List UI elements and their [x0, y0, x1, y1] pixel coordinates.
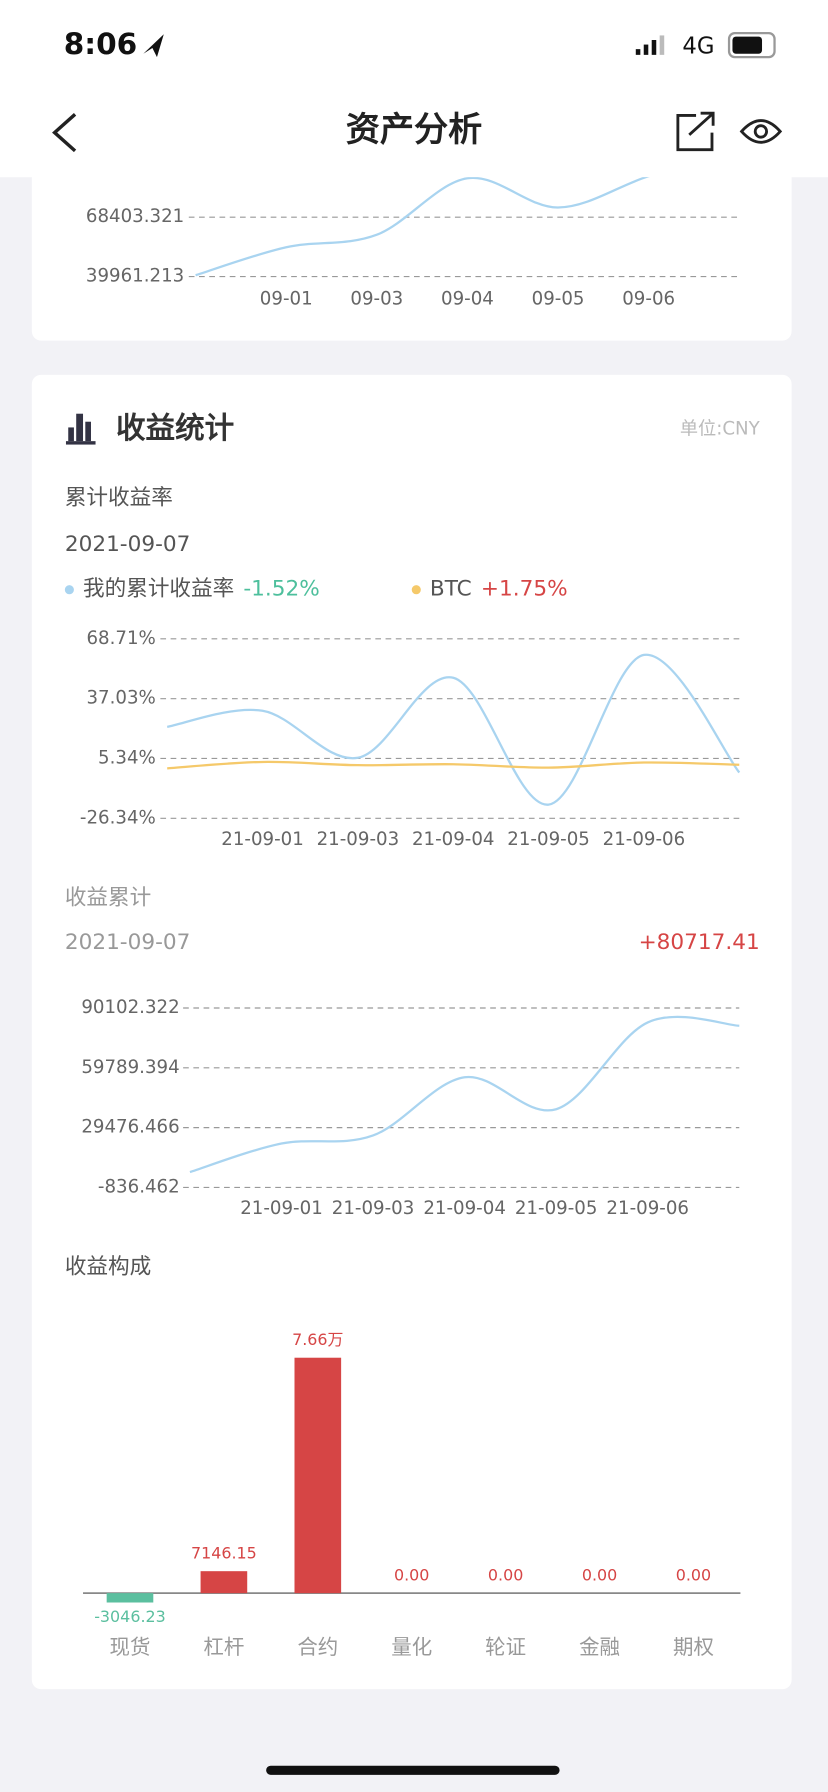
status-time: 8:06: [64, 26, 138, 61]
bar: [200, 1571, 248, 1594]
legend-dot: [64, 585, 74, 595]
bar-value-label: 7.66万: [292, 1330, 343, 1349]
rate-title: 累计收益率: [65, 485, 173, 510]
bar-value-label: 0.00: [676, 1565, 711, 1584]
x-tick-label: 21-09-01: [240, 1198, 323, 1219]
line-series: [189, 1015, 740, 1174]
header-bg: [0, 0, 828, 178]
legend-value: +1.75%: [481, 577, 568, 602]
battery: [727, 31, 776, 59]
x-tick-label: 杠杆: [203, 1635, 244, 1659]
location-icon: [143, 34, 164, 58]
x-tick-label: 轮证: [485, 1635, 526, 1659]
y-tick-label: 29476.466: [81, 1117, 179, 1138]
share-button[interactable]: [676, 111, 715, 152]
x-tick-label: 21-09-03: [317, 829, 400, 850]
chart-icon: [65, 413, 96, 445]
y-tick-label: 5.34%: [98, 747, 156, 768]
cum-title: 收益累计: [65, 885, 151, 910]
cum-date: 2021-09-07: [65, 930, 191, 955]
x-tick-label: 期权: [673, 1635, 714, 1659]
income-card: [31, 374, 792, 1690]
x-tick-label: 金融: [579, 1635, 620, 1659]
line-series: [166, 653, 741, 806]
y-tick-label: -836.462: [98, 1176, 180, 1197]
bar-value-label: -3046.23: [94, 1607, 166, 1626]
unit-label: 单位:CNY: [680, 419, 761, 440]
page-title: 资产分析: [346, 110, 482, 150]
status-network: 4G: [682, 33, 714, 59]
x-tick-label: 合约: [297, 1635, 338, 1659]
bar-value-label: 0.00: [582, 1565, 617, 1584]
line-series: [195, 177, 650, 277]
bar-value-label: 0.00: [488, 1565, 523, 1584]
x-tick-label: 21-09-01: [221, 829, 304, 850]
y-tick-label: 59789.394: [81, 1057, 179, 1078]
header-cover: [0, 160, 828, 178]
x-tick-label: 09-06: [622, 288, 675, 309]
x-tick-label: 现货: [110, 1635, 151, 1659]
cum-total: +80717.41: [639, 930, 760, 955]
y-tick-label: -26.34%: [80, 807, 156, 828]
bar-title: 收益构成: [65, 1254, 151, 1279]
legend-value: -1.52%: [243, 577, 319, 602]
x-tick-label: 21-09-06: [603, 829, 686, 850]
x-tick-label: 09-04: [441, 288, 494, 309]
legend-name: BTC: [430, 577, 472, 602]
y-tick-label: 39961.213: [86, 266, 184, 287]
legend-text: BTC +1.75%: [430, 577, 568, 602]
x-tick-label: 量化: [391, 1635, 432, 1659]
home-indicator: [266, 1765, 560, 1775]
x-tick-label: 09-01: [260, 288, 313, 309]
bar-value-label: 0.00: [394, 1565, 429, 1584]
x-tick-label: 21-09-03: [332, 1198, 415, 1219]
bar: [106, 1593, 154, 1603]
y-tick-label: 90102.322: [81, 997, 179, 1018]
x-tick-label: 09-05: [532, 288, 585, 309]
battery-level: [732, 36, 763, 54]
x-tick-label: 21-09-06: [606, 1198, 689, 1219]
x-tick-label: 21-09-05: [515, 1198, 598, 1219]
bar: [294, 1357, 342, 1594]
x-tick-label: 21-09-05: [507, 829, 590, 850]
legend-dot: [411, 585, 421, 595]
bar-value-label: 7146.15: [191, 1544, 257, 1563]
x-tick-label: 21-09-04: [423, 1198, 506, 1219]
x-tick-label: 21-09-04: [412, 829, 495, 850]
y-tick-label: 68403.321: [86, 206, 184, 227]
legend-text: 我的累计收益率 -1.52%: [83, 577, 320, 602]
y-tick-label: 37.03%: [86, 688, 155, 709]
section-title: 收益统计: [116, 410, 234, 445]
y-tick-label: 68.71%: [86, 628, 155, 649]
back-button[interactable]: [52, 113, 77, 153]
line-series: [167, 760, 740, 770]
legend-name: 我的累计收益率: [83, 577, 234, 602]
top-card: [31, 160, 792, 341]
signal-icon: [635, 35, 665, 55]
eye-button[interactable]: [739, 119, 783, 144]
x-tick-label: 09-03: [350, 288, 403, 309]
rate-date: 2021-09-07: [65, 532, 191, 557]
